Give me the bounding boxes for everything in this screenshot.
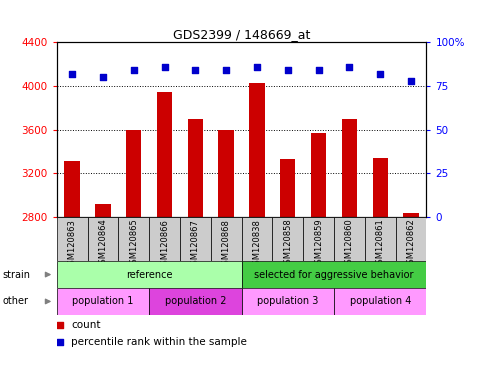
Bar — [149, 288, 242, 315]
Bar — [211, 217, 242, 261]
Bar — [180, 217, 211, 261]
Bar — [342, 119, 357, 217]
Text: other: other — [2, 296, 29, 306]
Bar — [57, 217, 88, 261]
Text: reference: reference — [126, 270, 173, 280]
Title: GDS2399 / 148669_at: GDS2399 / 148669_at — [173, 28, 310, 41]
Bar — [242, 217, 272, 261]
Text: selected for aggressive behavior: selected for aggressive behavior — [254, 270, 414, 280]
Bar — [280, 159, 295, 217]
Point — [407, 78, 415, 84]
Text: GSM120859: GSM120859 — [314, 219, 323, 269]
Bar — [242, 261, 426, 288]
Text: GSM120865: GSM120865 — [129, 219, 138, 270]
Bar — [157, 93, 172, 217]
Point — [253, 64, 261, 70]
Point — [315, 67, 322, 73]
Bar — [334, 217, 365, 261]
Point — [56, 321, 64, 328]
Bar — [88, 217, 118, 261]
Text: GSM120866: GSM120866 — [160, 219, 169, 270]
Bar — [118, 217, 149, 261]
Bar — [242, 288, 334, 315]
Text: GSM120858: GSM120858 — [283, 219, 292, 270]
Bar — [126, 130, 141, 217]
Bar — [188, 119, 203, 217]
Text: GSM120864: GSM120864 — [99, 219, 107, 270]
Text: strain: strain — [2, 270, 31, 280]
Text: GSM120868: GSM120868 — [222, 219, 231, 270]
Text: GSM120863: GSM120863 — [68, 219, 76, 270]
Bar — [403, 213, 419, 217]
Point — [130, 67, 138, 73]
Bar — [395, 217, 426, 261]
Point — [376, 71, 384, 77]
Bar — [272, 217, 303, 261]
Text: population 1: population 1 — [72, 296, 134, 306]
Bar — [57, 261, 242, 288]
Text: population 2: population 2 — [165, 296, 226, 306]
Point — [346, 64, 353, 70]
Bar — [149, 217, 180, 261]
Bar — [95, 204, 110, 217]
Point — [68, 71, 76, 77]
Bar — [65, 161, 80, 217]
Bar — [249, 83, 265, 217]
Text: GSM120867: GSM120867 — [191, 219, 200, 270]
Text: count: count — [71, 319, 101, 329]
Point — [161, 64, 169, 70]
Text: GSM120860: GSM120860 — [345, 219, 354, 270]
Text: GSM120861: GSM120861 — [376, 219, 385, 270]
Bar — [334, 288, 426, 315]
Point — [56, 339, 64, 345]
Text: population 4: population 4 — [350, 296, 411, 306]
Bar — [218, 130, 234, 217]
Bar — [303, 217, 334, 261]
Bar — [365, 217, 395, 261]
Bar — [311, 133, 326, 217]
Bar — [57, 288, 149, 315]
Text: GSM120838: GSM120838 — [252, 219, 261, 270]
Text: percentile rank within the sample: percentile rank within the sample — [71, 337, 247, 347]
Bar — [373, 158, 388, 217]
Point — [284, 67, 292, 73]
Point — [99, 74, 107, 80]
Text: GSM120862: GSM120862 — [407, 219, 416, 270]
Point — [191, 67, 199, 73]
Point — [222, 67, 230, 73]
Text: population 3: population 3 — [257, 296, 318, 306]
